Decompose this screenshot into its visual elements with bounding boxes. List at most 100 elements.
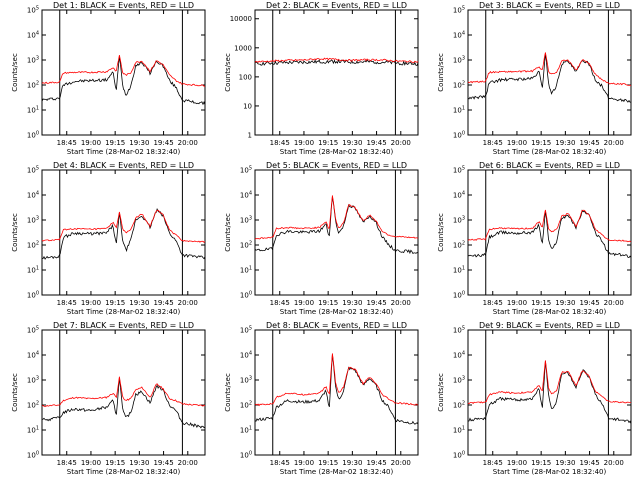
y-axis-label: Counts/sec: [224, 373, 232, 412]
panel-det-8: Det 8: BLACK = Events, RED = LLD 100 101 10…: [224, 321, 419, 476]
x-tick-label: 19:30: [555, 299, 575, 307]
y-tick-label: 100: [240, 451, 252, 460]
x-axis-label: Start Time (28-Mar-02 18:32:40): [67, 468, 181, 476]
y-tick-label: 100: [453, 451, 465, 460]
lld-series-line: [254, 353, 419, 407]
y-axis-label: Counts/sec: [11, 53, 19, 92]
x-tick-label: 19:15: [318, 299, 338, 307]
x-tick-label: 20:00: [391, 139, 411, 147]
x-tick-label: 19:45: [579, 299, 599, 307]
panel-det-6: Det 6: BLACK = Events, RED = LLD 100 101 10…: [437, 161, 632, 316]
x-tick-label: 19:45: [579, 139, 599, 147]
y-tick-label: 101: [240, 426, 252, 435]
panel-title: Det 7: BLACK = Events, RED = LLD: [53, 321, 194, 330]
x-axis-label: Start Time (28-Mar-02 18:32:40): [493, 468, 607, 476]
x-tick-label: 19:00: [81, 459, 101, 467]
y-axis-label: Counts/sec: [224, 53, 232, 92]
y-tick-label: 104: [240, 351, 252, 360]
x-tick-label: 20:00: [391, 459, 411, 467]
x-tick-label: 19:00: [507, 299, 527, 307]
x-tick-label: 19:00: [81, 299, 101, 307]
y-tick-label: 100: [240, 291, 252, 300]
y-tick-label: 1000: [234, 44, 252, 52]
lld-series-line: [41, 376, 206, 407]
y-tick-label: 10000: [230, 15, 252, 23]
plot-frame: [41, 9, 206, 136]
y-tick-label: 104: [27, 351, 39, 360]
y-tick-label: 101: [453, 426, 465, 435]
lld-series-line: [467, 209, 632, 243]
y-tick-label: 1: [248, 132, 252, 140]
x-axis-label: Start Time (28-Mar-02 18:32:40): [280, 308, 394, 316]
panel-title: Det 1: BLACK = Events, RED = LLD: [53, 1, 194, 10]
y-tick-label: 10: [243, 102, 252, 110]
plot-frame: [467, 9, 632, 136]
x-tick-label: 20:00: [604, 299, 624, 307]
y-tick-label: 101: [453, 266, 465, 275]
x-tick-label: 19:45: [153, 299, 173, 307]
y-tick-label: 105: [453, 6, 465, 15]
y-tick-label: 104: [27, 31, 39, 40]
x-tick-label: 20:00: [178, 139, 198, 147]
y-tick-label: 103: [27, 376, 39, 385]
panel-det-2: Det 2: BLACK = Events, RED = LLD 1 10 100 10…: [224, 1, 419, 156]
x-tick-label: 18:45: [57, 299, 77, 307]
y-tick-label: 105: [240, 166, 252, 175]
x-tick-label: 19:15: [531, 299, 551, 307]
y-tick-label: 105: [27, 6, 39, 15]
y-tick-label: 103: [240, 376, 252, 385]
x-tick-label: 18:45: [57, 139, 77, 147]
panel-det-1: Det 1: BLACK = Events, RED = LLD 100 101 10…: [11, 1, 206, 156]
x-tick-label: 19:00: [507, 139, 527, 147]
x-axis-label: Start Time (28-Mar-02 18:32:40): [67, 308, 181, 316]
events-series-line: [41, 377, 206, 429]
panel-det-3: Det 3: BLACK = Events, RED = LLD 100 101 10…: [437, 1, 632, 156]
y-tick-label: 102: [453, 401, 465, 410]
y-tick-label: 104: [240, 191, 252, 200]
y-axis-label: Counts/sec: [437, 213, 445, 252]
x-tick-label: 19:00: [294, 139, 314, 147]
panel-det-4: Det 4: BLACK = Events, RED = LLD 100 101 10…: [11, 161, 206, 316]
panel-title: Det 3: BLACK = Events, RED = LLD: [479, 1, 620, 10]
y-tick-label: 101: [240, 266, 252, 275]
y-tick-label: 102: [240, 241, 252, 250]
y-tick-label: 104: [453, 351, 465, 360]
x-tick-label: 19:15: [105, 459, 125, 467]
events-series-line: [467, 209, 632, 259]
x-tick-label: 19:45: [579, 459, 599, 467]
events-series-line: [254, 354, 419, 425]
y-tick-label: 103: [453, 56, 465, 65]
plot-frame: [41, 329, 206, 456]
y-tick-label: 105: [240, 326, 252, 335]
panel-det-9: Det 9: BLACK = Events, RED = LLD 100 101 10…: [437, 321, 632, 476]
y-tick-label: 101: [27, 266, 39, 275]
x-tick-label: 19:30: [342, 459, 362, 467]
y-tick-label: 104: [453, 191, 465, 200]
x-tick-label: 19:30: [555, 139, 575, 147]
x-tick-label: 19:45: [153, 139, 173, 147]
x-tick-label: 19:15: [318, 139, 338, 147]
x-tick-label: 20:00: [178, 459, 198, 467]
x-tick-label: 19:30: [555, 459, 575, 467]
y-tick-label: 102: [453, 81, 465, 90]
events-series-line: [41, 208, 206, 260]
x-tick-label: 18:45: [57, 459, 77, 467]
y-tick-label: 104: [27, 191, 39, 200]
x-tick-label: 20:00: [391, 299, 411, 307]
x-tick-label: 19:30: [129, 459, 149, 467]
y-tick-label: 100: [27, 291, 39, 300]
panel-title: Det 5: BLACK = Events, RED = LLD: [266, 161, 407, 170]
panel-det-5: Det 5: BLACK = Events, RED = LLD 100 101 10…: [224, 161, 419, 316]
events-series-line: [254, 58, 419, 66]
y-axis-label: Counts/sec: [11, 213, 19, 252]
x-tick-label: 19:15: [531, 459, 551, 467]
x-tick-label: 19:45: [366, 299, 386, 307]
y-tick-label: 103: [240, 216, 252, 225]
y-tick-label: 101: [453, 106, 465, 115]
y-tick-label: 103: [27, 216, 39, 225]
x-tick-label: 19:45: [366, 459, 386, 467]
x-tick-label: 19:00: [294, 299, 314, 307]
y-tick-label: 100: [27, 131, 39, 140]
